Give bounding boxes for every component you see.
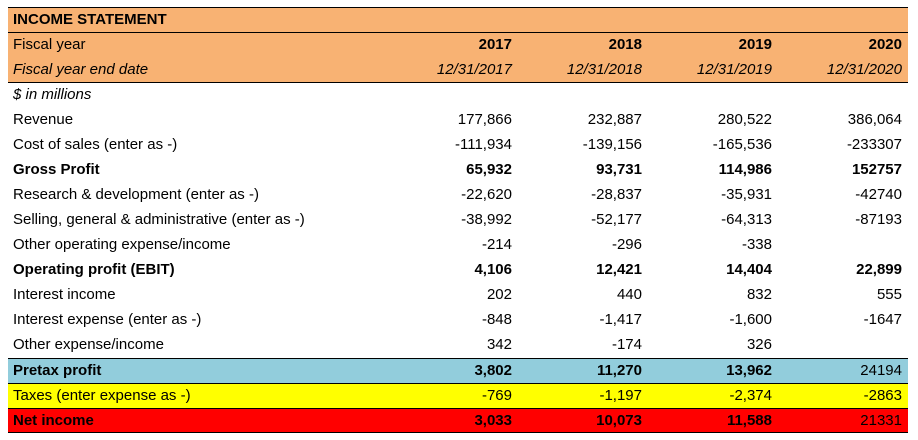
value-cell-2018[interactable]: 11,270 <box>596 362 642 379</box>
value-cell-2018[interactable]: 440 <box>616 286 642 303</box>
value-cell-2018[interactable]: -1,417 <box>599 311 642 328</box>
value-cell-2018[interactable]: 12,421 <box>596 261 642 278</box>
table-row: Cost of sales (enter as -) -111,934 -139,1… <box>8 133 908 158</box>
value-cell-2019[interactable]: -35,931 <box>721 186 772 203</box>
row-label: Taxes (enter expense as -) <box>13 387 191 404</box>
row-label: Revenue <box>13 111 74 128</box>
value-cell-2020[interactable]: -2863 <box>863 387 902 404</box>
value-cell-2020[interactable]: 152757 <box>851 161 902 178</box>
value-cell-2018[interactable]: -1,197 <box>599 387 642 404</box>
table-row: Taxes (enter expense as -) -769 -1,197 -2,3… <box>8 383 908 408</box>
value-cell-2019[interactable]: 11,588 <box>726 412 772 429</box>
row-label: Gross Profit <box>13 161 100 178</box>
value-cell-2019[interactable]: 326 <box>746 336 772 353</box>
table-title: INCOME STATEMENT <box>13 11 167 28</box>
fiscal-year-row: Fiscal year 2017 2018 2019 2020 <box>8 33 908 58</box>
year-header-2017[interactable]: 2017 <box>478 36 512 53</box>
value-cell-2017[interactable]: 65,932 <box>466 161 512 178</box>
value-cell-2020[interactable]: 24194 <box>860 362 902 379</box>
value-cell-2020[interactable]: -42740 <box>855 186 902 203</box>
value-cell-2017[interactable]: -848 <box>481 311 512 328</box>
value-cell-2020[interactable]: -87193 <box>855 211 902 228</box>
units-note: $ in millions <box>13 86 92 103</box>
value-cell-2017[interactable]: -214 <box>481 236 512 253</box>
table-row: Research & development (enter as -) -22,6… <box>8 183 908 208</box>
value-cell-2017[interactable]: 3,802 <box>474 362 512 379</box>
value-cell-2017[interactable]: -111,934 <box>455 136 512 153</box>
value-cell-2018[interactable]: -52,177 <box>591 211 642 228</box>
table-row: Gross Profit 65,932 93,731 114,986 152757 <box>8 158 908 183</box>
table-row: Operating profit (EBIT) 4,106 12,421 14,404… <box>8 258 908 283</box>
value-cell-2018[interactable]: 10,073 <box>596 412 642 429</box>
value-cell-2018[interactable]: -296 <box>611 236 642 253</box>
value-cell-2018[interactable]: 232,887 <box>587 111 642 128</box>
value-cell-2017[interactable]: -38,992 <box>461 211 512 228</box>
date-cell-2020[interactable]: 12/31/2020 <box>826 61 902 78</box>
year-header-2020[interactable]: 2020 <box>868 36 902 53</box>
year-header-2018[interactable]: 2018 <box>608 36 642 53</box>
row-label: Other expense/income <box>13 336 164 353</box>
table-row: Other expense/income 342 -174 326 <box>8 333 908 358</box>
year-header-2019[interactable]: 2019 <box>738 36 772 53</box>
value-cell-2019[interactable]: -1,600 <box>729 311 772 328</box>
value-cell-2017[interactable]: -769 <box>481 387 512 404</box>
date-cell-2018[interactable]: 12/31/2018 <box>566 61 642 78</box>
value-cell-2019[interactable]: 280,522 <box>717 111 772 128</box>
statement-body: Revenue 177,866 232,887 280,522 386,064 Cost … <box>8 108 908 433</box>
table-row: Net income 3,033 10,073 11,588 21331 <box>8 408 908 433</box>
value-cell-2020[interactable]: 555 <box>876 286 902 303</box>
value-cell-2017[interactable]: 177,866 <box>457 111 512 128</box>
value-cell-2019[interactable]: 832 <box>746 286 772 303</box>
value-cell-2020[interactable] <box>778 233 908 258</box>
date-cell-2017[interactable]: 12/31/2017 <box>436 61 512 78</box>
value-cell-2019[interactable]: 114,986 <box>718 161 772 178</box>
value-cell-2017[interactable]: -22,620 <box>461 186 512 203</box>
table-row: Selling, general & administrative (enter… <box>8 208 908 233</box>
value-cell-2018[interactable]: -174 <box>611 336 642 353</box>
value-cell-2018[interactable]: -139,156 <box>582 136 642 153</box>
row-label: Interest income <box>13 286 116 303</box>
table-row: Pretax profit 3,802 11,270 13,962 24194 <box>8 358 908 383</box>
fiscal-year-end-row: Fiscal year end date 12/31/2017 12/31/20… <box>8 58 908 83</box>
fiscal-year-label: Fiscal year <box>13 36 86 53</box>
value-cell-2020[interactable]: 386,064 <box>847 111 902 128</box>
row-label: Cost of sales (enter as -) <box>13 136 178 153</box>
value-cell-2019[interactable]: -165,536 <box>712 136 772 153</box>
value-cell-2020[interactable]: 21331 <box>860 412 902 429</box>
value-cell-2019[interactable]: -2,374 <box>729 387 772 404</box>
value-cell-2017[interactable]: 4,106 <box>474 261 512 278</box>
value-cell-2019[interactable]: -64,313 <box>721 211 772 228</box>
value-cell-2020[interactable]: -233307 <box>846 136 902 153</box>
table-row: Other operating expense/income -214 -296 -3… <box>8 233 908 258</box>
value-cell-2017[interactable]: 202 <box>486 286 512 303</box>
value-cell-2019[interactable]: 13,962 <box>726 362 772 379</box>
value-cell-2020[interactable] <box>778 333 908 358</box>
row-label: Other operating expense/income <box>13 236 231 253</box>
income-statement-table: INCOME STATEMENT Fiscal year 2017 2018 2… <box>8 7 908 433</box>
date-cell-2019[interactable]: 12/31/2019 <box>696 61 772 78</box>
table-row: Revenue 177,866 232,887 280,522 386,064 <box>8 108 908 133</box>
units-note-row: $ in millions <box>8 83 908 108</box>
table-row: Interest income 202 440 832 555 <box>8 283 908 308</box>
value-cell-2018[interactable]: -28,837 <box>591 186 642 203</box>
fiscal-year-end-label: Fiscal year end date <box>13 61 149 78</box>
value-cell-2020[interactable]: -1647 <box>863 311 902 328</box>
value-cell-2017[interactable]: 342 <box>486 336 512 353</box>
value-cell-2018[interactable]: 93,731 <box>596 161 642 178</box>
value-cell-2019[interactable]: -338 <box>741 236 772 253</box>
row-label: Selling, general & administrative (enter… <box>13 211 305 228</box>
row-label: Interest expense (enter as -) <box>13 311 202 328</box>
row-label: Research & development (enter as -) <box>13 186 259 203</box>
value-cell-2019[interactable]: 14,404 <box>726 261 772 278</box>
table-title-row: INCOME STATEMENT <box>8 8 908 33</box>
row-label: Net income <box>13 412 94 429</box>
row-label: Pretax profit <box>13 362 102 379</box>
table-row: Interest expense (enter as -) -848 -1,417 -… <box>8 308 908 333</box>
value-cell-2017[interactable]: 3,033 <box>474 412 512 429</box>
row-label: Operating profit (EBIT) <box>13 261 175 278</box>
value-cell-2020[interactable]: 22,899 <box>856 261 902 278</box>
